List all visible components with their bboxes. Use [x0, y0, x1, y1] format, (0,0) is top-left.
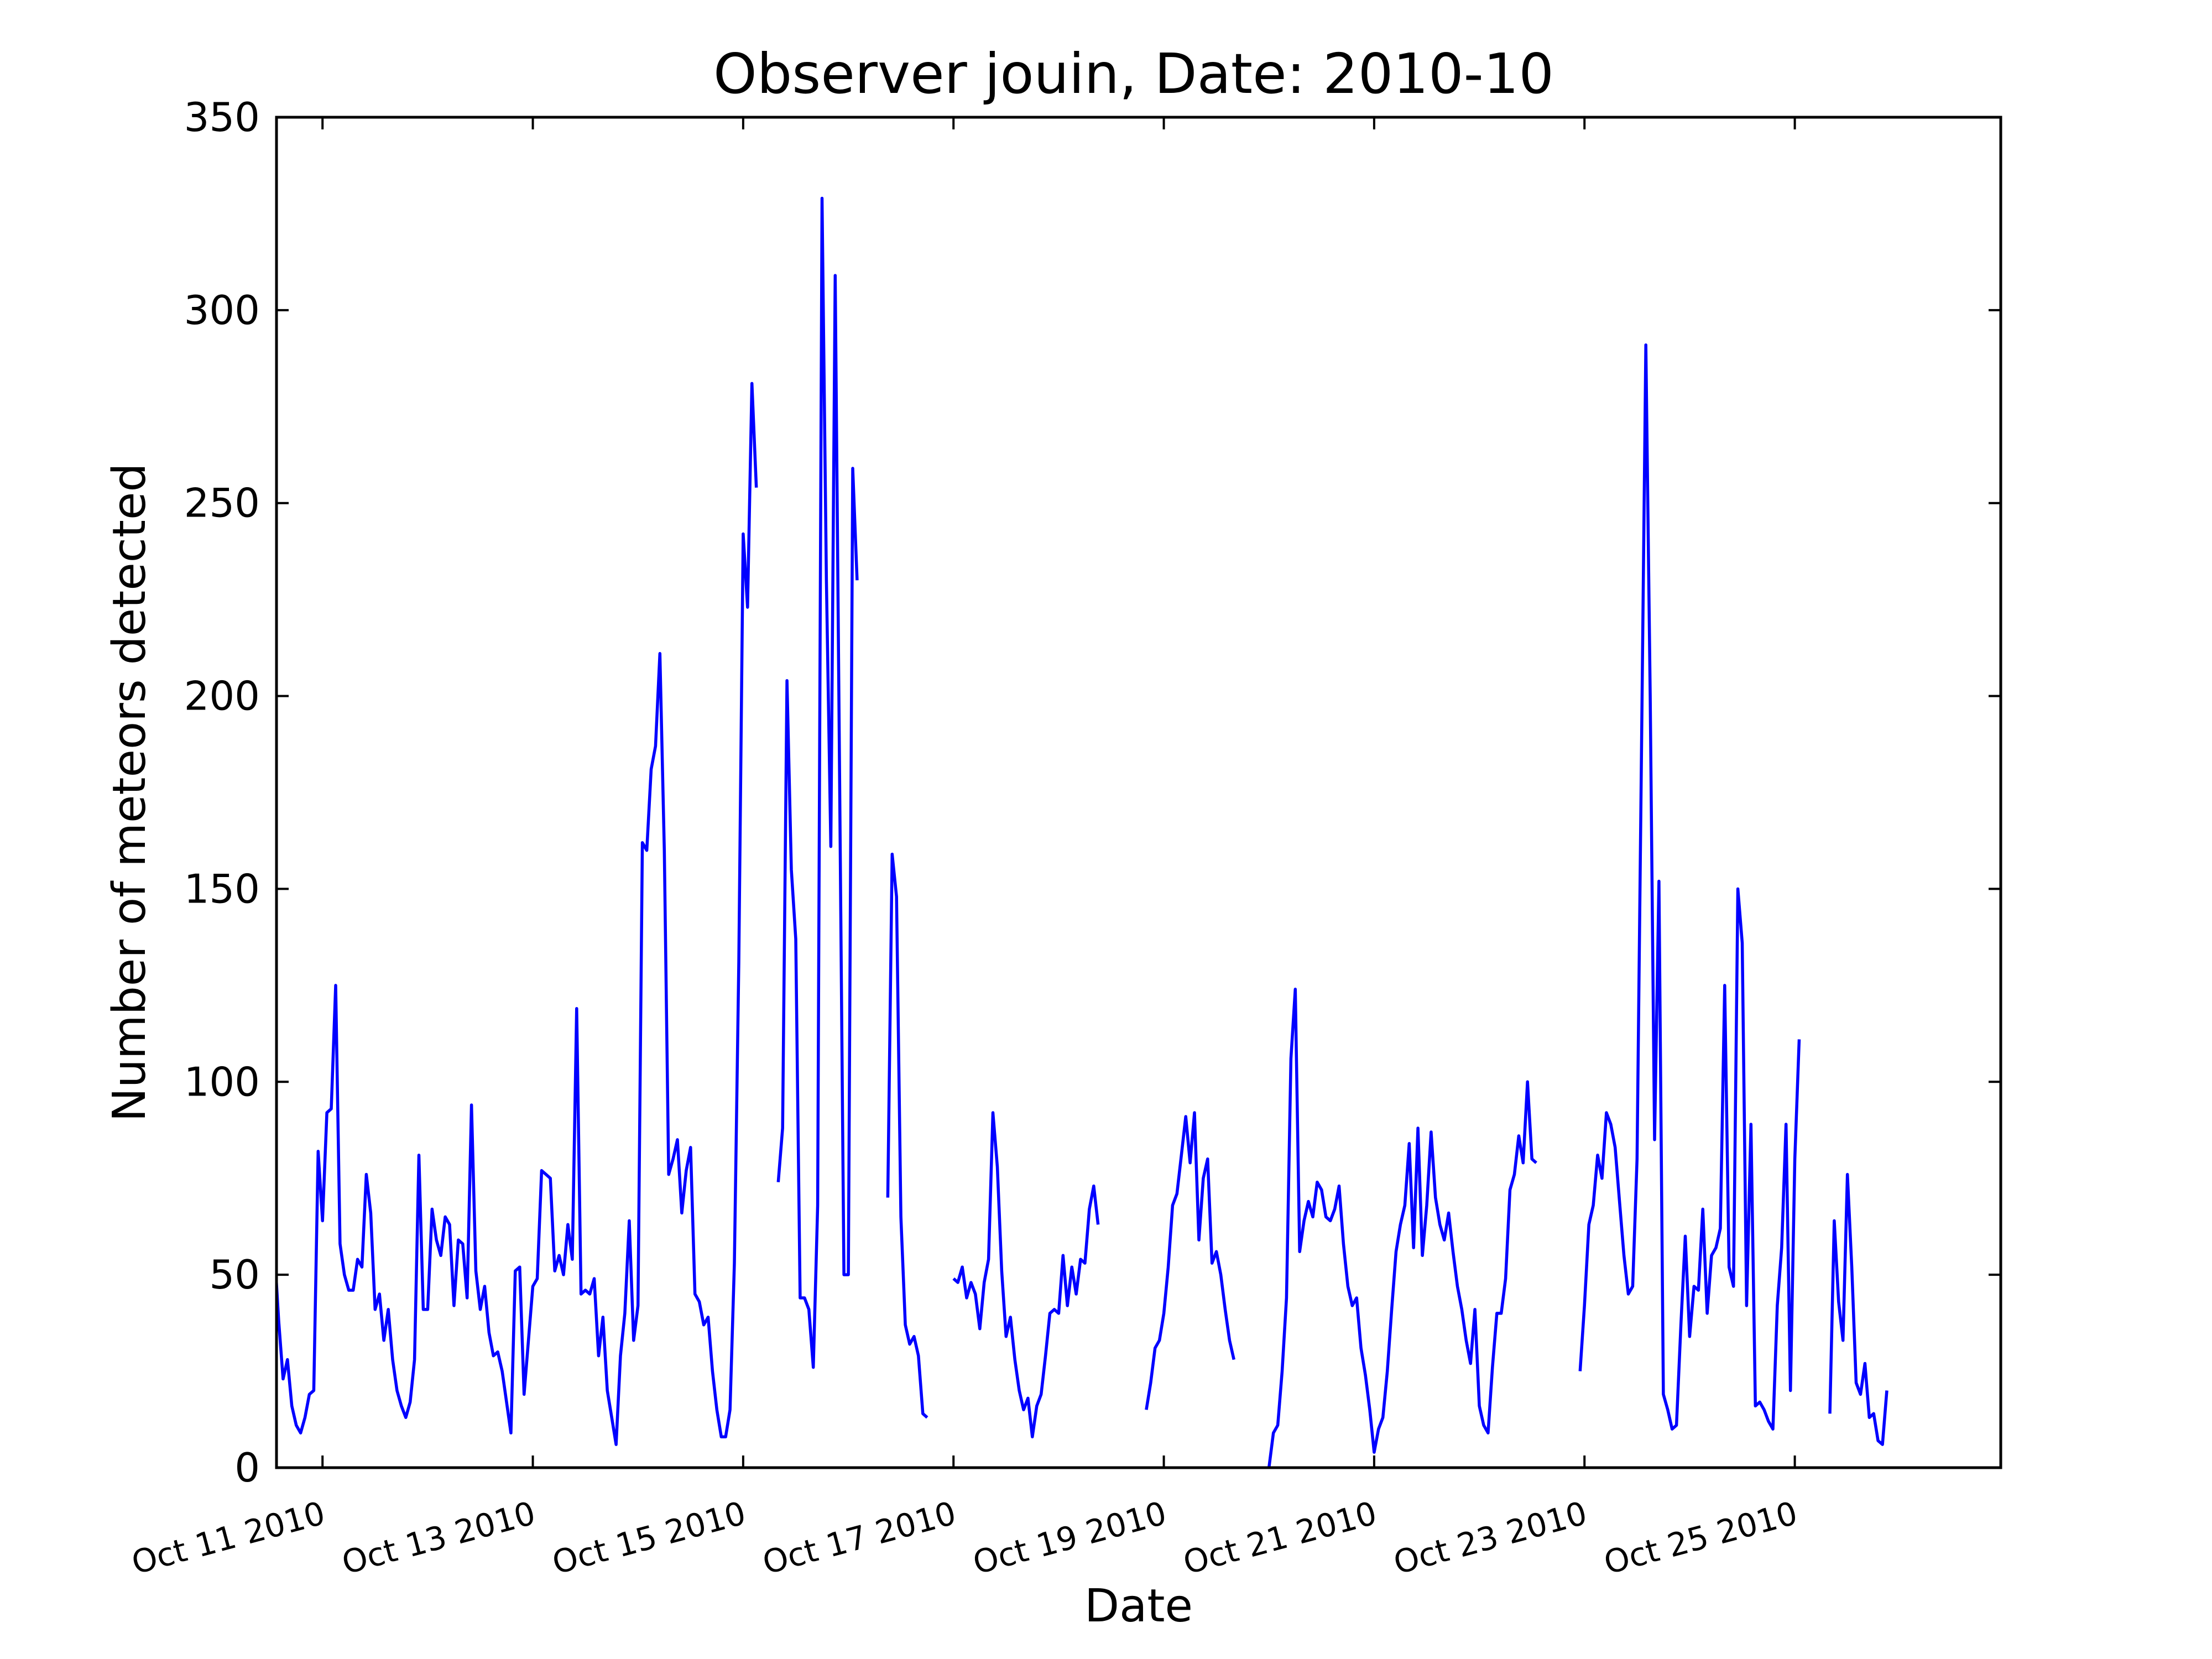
y-tick-label: 0 — [234, 1444, 260, 1491]
y-tick-label: 50 — [209, 1251, 260, 1298]
series-line-segment-2 — [776, 196, 859, 1369]
y-tick-label: 100 — [184, 1058, 260, 1105]
y-axis-label: Number of meteors detected — [103, 463, 156, 1121]
y-tick-label: 150 — [184, 865, 260, 912]
series-line-segment-3 — [886, 852, 928, 1419]
y-axis: 0 50 100 150 200 250 300 350 — [184, 94, 2001, 1491]
chart-title: Observer jouin, Date: 2010-10 — [713, 41, 1554, 106]
plot-data — [276, 196, 1888, 1468]
y-tick-label: 350 — [184, 94, 260, 140]
series-line-segment-1 — [276, 382, 758, 1446]
series-line-segment-4 — [952, 1111, 1100, 1438]
series-line-segment-5 — [1145, 1111, 1235, 1410]
x-axis-label: Date — [1084, 1580, 1193, 1632]
y-tick-label: 300 — [184, 287, 260, 333]
series-line-segment-7 — [1578, 343, 1801, 1431]
plot-frame — [275, 116, 2002, 1469]
series-line-segment-6 — [1267, 988, 1537, 1468]
y-tick-label: 200 — [184, 673, 260, 719]
series-line-segment-8 — [1828, 1172, 1888, 1446]
y-tick-label: 250 — [184, 480, 260, 526]
